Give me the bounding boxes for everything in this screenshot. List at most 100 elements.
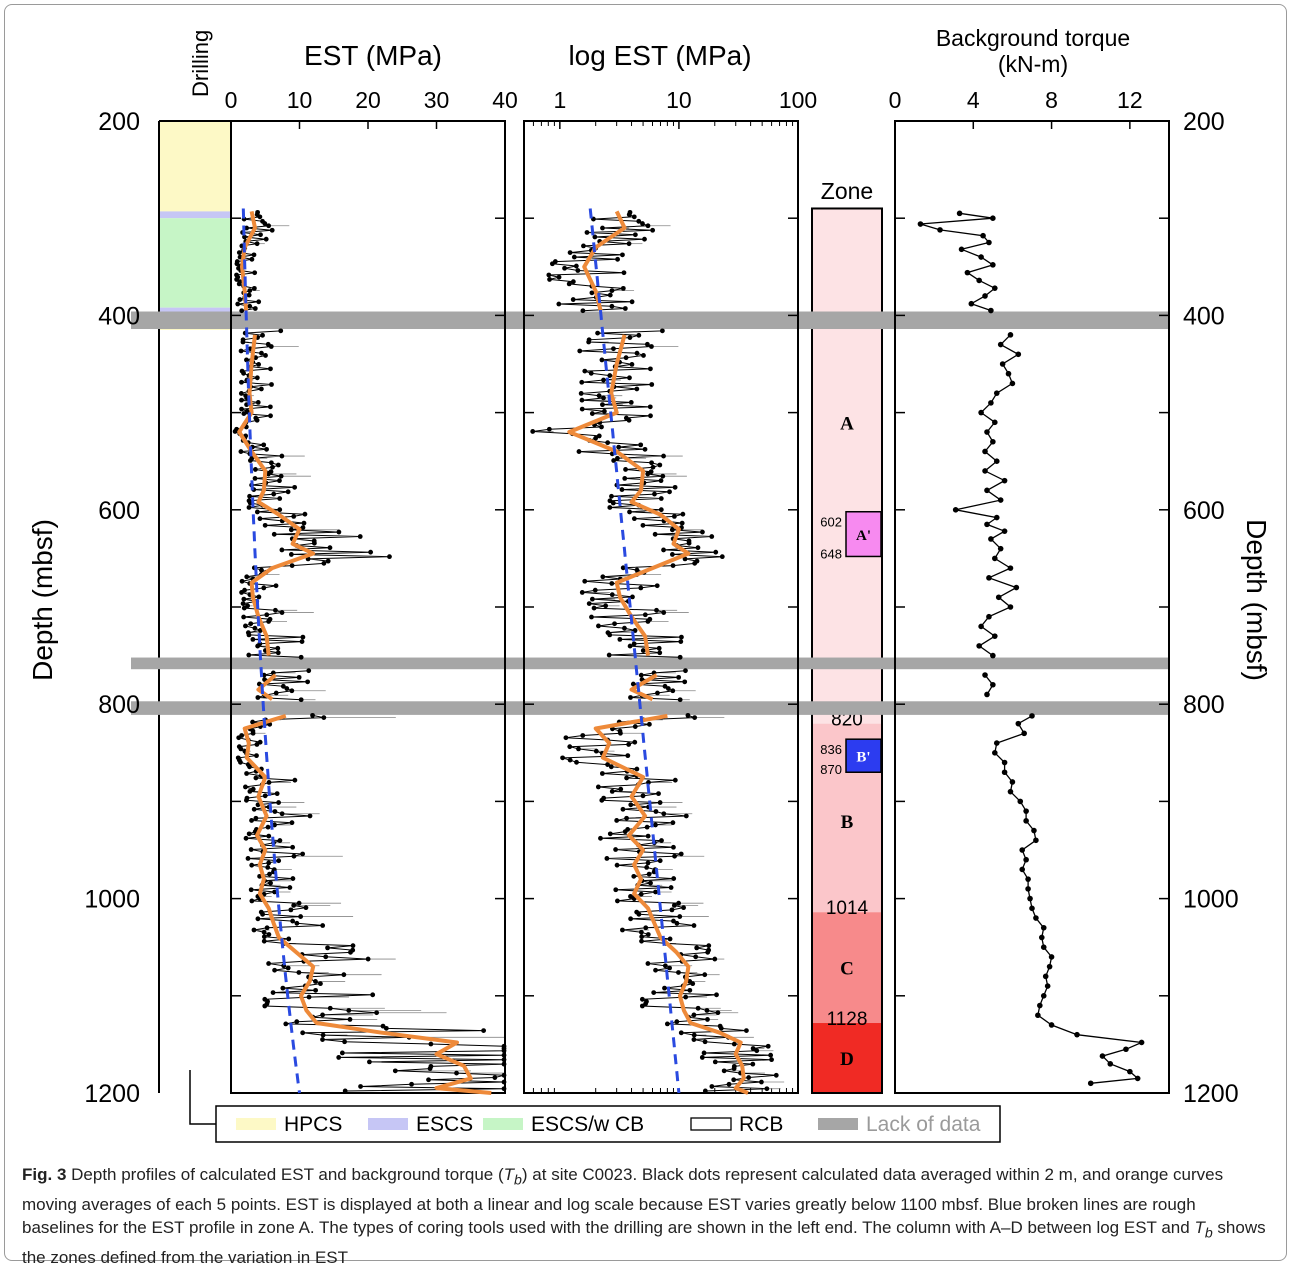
- torque-point: [1025, 886, 1031, 892]
- data-point: [718, 1025, 724, 1031]
- data-point: [265, 824, 271, 830]
- data-point: [731, 1041, 737, 1047]
- data-point: [252, 306, 258, 311]
- data-point: [271, 491, 277, 497]
- data-point: [254, 753, 259, 759]
- data-point: [676, 970, 681, 975]
- data-point: [239, 379, 244, 385]
- data-point: [270, 990, 276, 995]
- data-point: [656, 791, 661, 797]
- data-point: [713, 549, 719, 555]
- data-point: [667, 965, 672, 971]
- data-point: [288, 527, 294, 533]
- data-point: [678, 851, 684, 857]
- torque-point: [978, 409, 984, 416]
- data-point: [674, 1019, 680, 1025]
- data-point: [301, 520, 307, 526]
- moving-average-line: [242, 713, 492, 1095]
- data-point: [294, 920, 300, 926]
- data-point: [268, 344, 274, 349]
- data-point: [695, 545, 701, 551]
- data-point: [616, 444, 622, 450]
- data-point: [575, 268, 581, 273]
- data-point: [279, 811, 285, 817]
- data-point: [611, 458, 617, 463]
- data-point: [270, 464, 275, 470]
- data-point: [659, 328, 665, 334]
- data-point: [628, 695, 633, 700]
- data-point: [702, 1039, 708, 1045]
- data-point: [250, 636, 256, 642]
- data-point: [261, 938, 267, 944]
- data-point: [248, 621, 254, 627]
- data-point: [246, 505, 252, 510]
- data-point: [248, 847, 254, 852]
- data-point: [409, 1081, 414, 1087]
- data-point: [243, 623, 248, 629]
- data-point: [253, 467, 258, 472]
- data-point: [715, 1010, 721, 1016]
- torque-point: [1074, 1031, 1080, 1038]
- zone-label-c: C: [840, 959, 854, 980]
- data-point: [370, 992, 376, 998]
- data-point: [705, 1017, 710, 1022]
- torque-point: [1134, 1075, 1141, 1082]
- torque-point: [1046, 963, 1053, 970]
- depth-tick-labels: 200 200 400 400 600 600 800 800 1000 1000 1200 1200: [84, 108, 1238, 1108]
- torque-point: [1023, 808, 1029, 814]
- data-point: [454, 1070, 459, 1076]
- data-point: [232, 429, 238, 434]
- data-point: [272, 822, 277, 828]
- data-point: [636, 218, 642, 224]
- data-point: [383, 1025, 389, 1031]
- data-point: [719, 554, 725, 560]
- data-point: [350, 943, 356, 949]
- data-point: [627, 509, 632, 515]
- data-point: [325, 558, 331, 564]
- data-point: [255, 695, 261, 700]
- subzone-label: A': [856, 528, 871, 544]
- data-point: [628, 894, 633, 899]
- torque-point: [992, 633, 998, 639]
- torque-point: [992, 285, 998, 291]
- data-point: [284, 686, 290, 691]
- data-point: [606, 652, 612, 658]
- data-point: [607, 505, 613, 510]
- torque-point: [1017, 798, 1024, 805]
- est-log-title: log EST (MPa): [568, 40, 751, 71]
- torque-point: [1009, 779, 1016, 785]
- data-point: [580, 308, 586, 314]
- torque-point: [990, 215, 996, 221]
- data-point: [647, 721, 652, 727]
- data-point: [279, 610, 285, 615]
- torque-point: [986, 239, 992, 246]
- data-point: [320, 923, 326, 928]
- torque-point: [997, 341, 1004, 348]
- data-point: [236, 281, 242, 287]
- data-point: [273, 583, 279, 589]
- data-point: [595, 330, 601, 336]
- data-point: [266, 860, 272, 866]
- data-point: [683, 668, 688, 674]
- data-point: [632, 724, 638, 729]
- legend-swatch-hpcs: [236, 1118, 276, 1130]
- torque-title-line1: Background torque: [936, 25, 1130, 51]
- data-point: [654, 607, 659, 613]
- data-point: [642, 446, 648, 452]
- data-point: [683, 813, 689, 819]
- torque-point: [988, 536, 994, 542]
- data-point: [588, 370, 594, 376]
- torque-point: [986, 613, 992, 620]
- torque-point: [1023, 818, 1029, 824]
- data-point: [645, 223, 651, 229]
- data-point: [618, 786, 624, 792]
- subzone-depth-label: 870: [820, 762, 842, 777]
- torque-point: [1015, 351, 1022, 358]
- data-point: [253, 815, 259, 821]
- data-point: [321, 715, 327, 721]
- x-tick-label: 10: [666, 87, 692, 113]
- data-point: [365, 956, 371, 962]
- legend: HPCS ESCS ESCS/w CB RCB Lack of data: [189, 1070, 1001, 1143]
- torque-point: [978, 254, 984, 260]
- data-point: [653, 822, 658, 828]
